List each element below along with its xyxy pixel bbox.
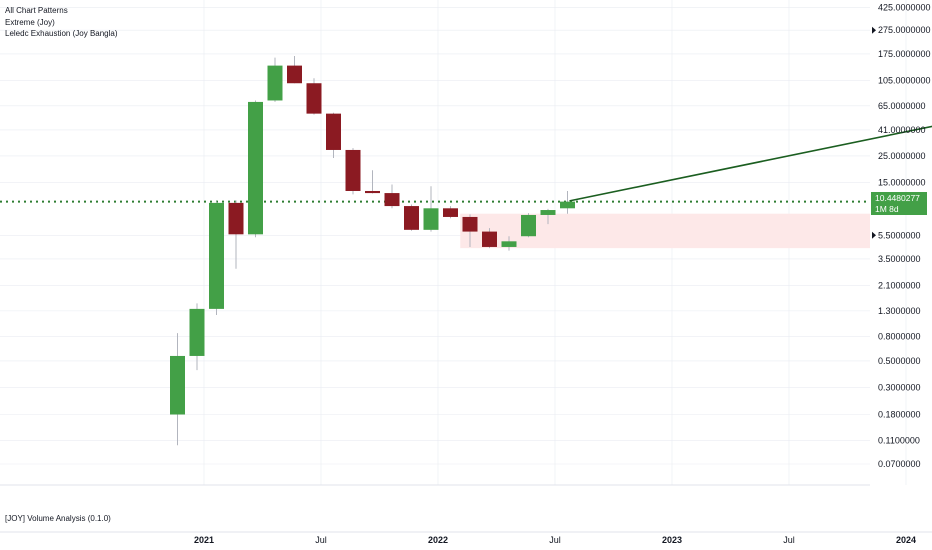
current-price-value: 10.4480277	[875, 193, 920, 203]
candle-up[interactable]	[560, 201, 575, 209]
time-axis-label: Jul	[315, 535, 327, 545]
candle-down[interactable]	[384, 193, 400, 207]
price-axis-label: 3.5000000	[878, 254, 921, 264]
current-price-tag: 10.4480277 1M 8d	[871, 192, 927, 215]
candles-group	[170, 56, 575, 446]
time-axis-label: 2023	[662, 535, 682, 545]
candle-down[interactable]	[326, 113, 341, 150]
axis-marker-icon	[872, 26, 876, 34]
volume-pane-label[interactable]: [JOY] Volume Analysis (0.1.0)	[5, 514, 111, 523]
price-axis-label: 0.3000000	[878, 383, 921, 393]
candle-down[interactable]	[287, 65, 302, 84]
projection-arrow[interactable]	[569, 30, 932, 202]
candle-up[interactable]	[423, 208, 439, 230]
axis-marker-icon	[872, 231, 876, 239]
indicator-leledc-exhaustion[interactable]: Leledc Exhaustion (Joy Bangla)	[5, 29, 118, 38]
time-axis-label: 2021	[194, 535, 214, 545]
indicator-extreme-joy[interactable]: Extreme (Joy)	[5, 17, 55, 27]
candle-up[interactable]	[248, 101, 263, 235]
price-axis-label: 0.1100000	[878, 435, 920, 445]
price-axis-label: 0.1800000	[878, 409, 921, 419]
candle-up[interactable]	[267, 65, 283, 101]
price-axis-label: 105.0000000	[878, 76, 931, 86]
candle-up[interactable]	[540, 210, 556, 215]
price-axis-label: 65.0000000	[878, 101, 926, 111]
candle-up[interactable]	[521, 214, 536, 237]
current-price-interval: 1M 8d	[875, 203, 899, 214]
indicator-legend: All Chart Patterns Extreme (Joy) Leledc …	[5, 5, 118, 40]
price-axis-label: 0.0700000	[878, 459, 921, 469]
candle-down[interactable]	[345, 149, 361, 191]
candle-down[interactable]	[365, 190, 380, 194]
price-axis[interactable]: 425.0000000 275.0000000 175.0000000 105.000…	[872, 2, 931, 469]
arrow-shaft[interactable]	[569, 33, 932, 202]
time-axis-label: 2022	[428, 535, 448, 545]
time-axis-label: 2024	[896, 535, 916, 545]
price-axis-label: 0.5000000	[878, 356, 921, 366]
price-axis-label: 41.0000000	[878, 125, 926, 135]
price-axis-label: 425.0000000	[878, 2, 931, 12]
candle-down[interactable]	[404, 206, 419, 230]
candle-up[interactable]	[209, 202, 224, 309]
time-axis[interactable]: 2021Jul2022Jul2023Jul2024Jul2025Jul2026J…	[194, 535, 932, 545]
candle-up[interactable]	[189, 308, 205, 356]
price-axis-label: 5.5000000	[878, 230, 921, 240]
candle-up[interactable]	[501, 241, 517, 247]
candle-up[interactable]	[170, 355, 185, 415]
price-axis-label: 1.3000000	[878, 306, 921, 316]
price-axis-label: 15.0000000	[878, 178, 926, 188]
candle-down[interactable]	[482, 231, 497, 247]
time-axis-label: Jul	[783, 535, 795, 545]
price-axis-label: 25.0000000	[878, 151, 926, 161]
price-axis-label: 275.0000000	[878, 25, 931, 35]
price-axis-label: 175.0000000	[878, 49, 931, 59]
grid-lines	[0, 0, 907, 485]
indicator-all-chart-patterns[interactable]: All Chart Patterns	[5, 6, 68, 15]
price-axis-label: 2.1000000	[878, 281, 921, 291]
candle-down[interactable]	[228, 202, 244, 235]
price-axis-label: 0.8000000	[878, 331, 921, 341]
candle-down[interactable]	[306, 83, 322, 114]
candle-down[interactable]	[462, 216, 478, 232]
candle-down[interactable]	[443, 208, 458, 217]
time-axis-label: Jul	[549, 535, 561, 545]
